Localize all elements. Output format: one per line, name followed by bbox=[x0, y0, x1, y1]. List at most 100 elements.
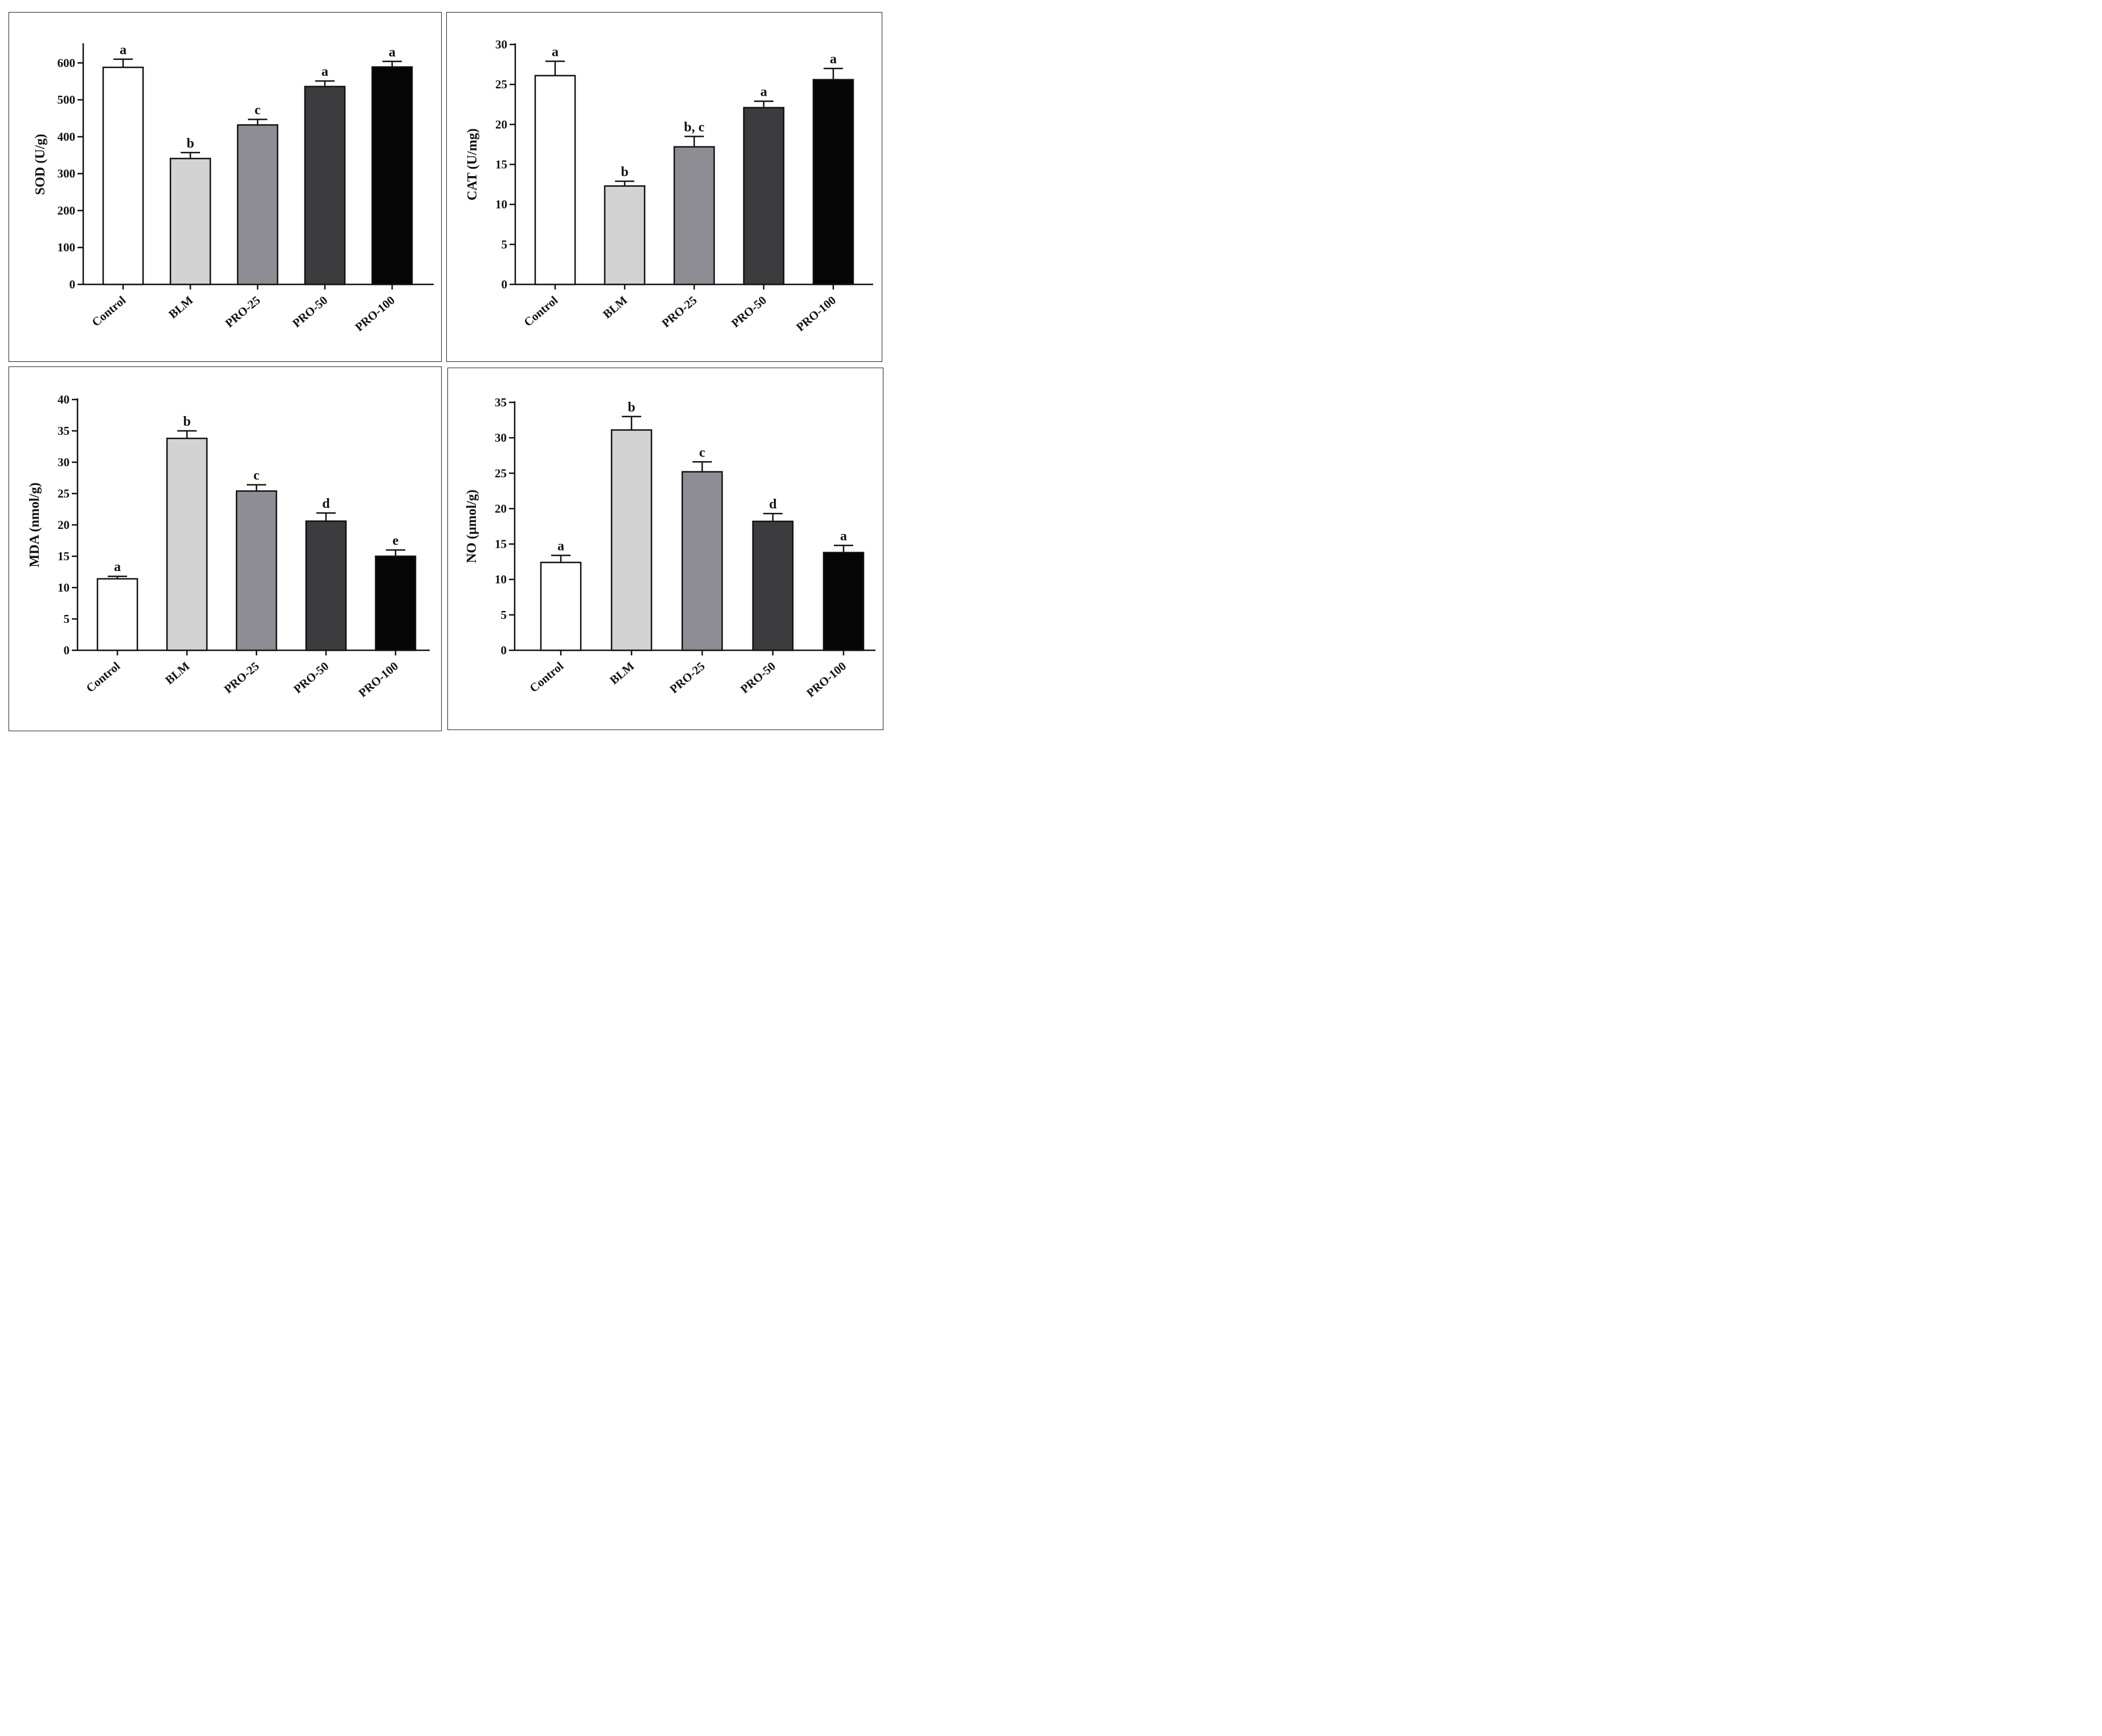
no-chart-panel: 0 5 10 15 20 25 30 35 NO (μmol/g) a Control b BLM c PR… bbox=[447, 368, 883, 730]
sod-category-label: BLM bbox=[166, 293, 195, 321]
no-significance-label: a bbox=[840, 529, 847, 544]
no-y-tick-label: 5 bbox=[501, 608, 507, 622]
cat-y-tick-label: 15 bbox=[495, 158, 507, 172]
cat-category-label: Control bbox=[521, 293, 560, 329]
sod-category-label: PRO-100 bbox=[352, 293, 397, 334]
sod-y-tick-label: 300 bbox=[58, 167, 76, 181]
mda-significance-label: b bbox=[183, 414, 190, 429]
no-y-tick-label: 20 bbox=[495, 502, 507, 515]
sod-y-tick-label: 200 bbox=[58, 203, 76, 217]
sod-bar-pro-100 bbox=[371, 66, 413, 286]
sod-significance-label: b bbox=[186, 136, 194, 151]
no-category-label: PRO-25 bbox=[667, 659, 707, 696]
no-category-label: Control bbox=[527, 659, 566, 695]
cat-y-tick-label: 20 bbox=[495, 117, 507, 131]
mda-y-tick-label: 20 bbox=[58, 518, 70, 532]
cat-category-label: PRO-25 bbox=[659, 293, 699, 330]
sod-bar-control bbox=[102, 66, 144, 286]
mda-category-label: PRO-25 bbox=[221, 659, 262, 696]
mda-bar-pro-50 bbox=[305, 520, 347, 651]
sod-significance-label: a bbox=[389, 45, 396, 60]
sod-chart: 0 100 200 300 400 500 600 SOD (U/g) a Control b BLM… bbox=[33, 43, 434, 334]
no-y-tick-label: 15 bbox=[495, 537, 507, 551]
mda-chart-panel: 0 5 10 15 20 25 30 35 40 MDA (nmol/g) a Control b BLM… bbox=[9, 366, 442, 731]
sod-bar-blm bbox=[169, 157, 211, 286]
cat-y-tick-label: 10 bbox=[495, 198, 507, 211]
mda-category-label: BLM bbox=[162, 659, 192, 687]
cat-bar-pro-25 bbox=[673, 146, 715, 286]
sod-y-tick-label: 600 bbox=[58, 56, 76, 70]
no-y-axis-title: NO (μmol/g) bbox=[465, 490, 479, 563]
cat-chart: 0 5 10 15 20 25 30 CAT (U/mg) a Control b BLM b, c PR… bbox=[465, 38, 873, 334]
cat-category-label: BLM bbox=[600, 293, 630, 321]
cat-significance-label: a bbox=[760, 85, 767, 100]
cat-y-axis-title: CAT (U/mg) bbox=[465, 128, 480, 200]
sod-significance-label: c bbox=[255, 103, 261, 117]
mda-bar-pro-100 bbox=[374, 555, 417, 651]
no-y-tick-label: 10 bbox=[495, 573, 507, 586]
mda-chart: 0 5 10 15 20 25 30 35 40 MDA (nmol/g) a Control b BLM… bbox=[27, 393, 430, 700]
no-category-label: BLM bbox=[607, 659, 637, 687]
mda-y-tick-label: 10 bbox=[58, 581, 70, 594]
no-bar-pro-100 bbox=[822, 552, 865, 651]
mda-bar-blm bbox=[166, 437, 208, 651]
mda-y-tick-label: 25 bbox=[58, 487, 70, 500]
no-y-tick-label: 25 bbox=[495, 466, 507, 480]
no-chart: 0 5 10 15 20 25 30 35 NO (μmol/g) a Control b BLM c PR… bbox=[465, 396, 875, 700]
sod-y-axis-title: SOD (U/g) bbox=[33, 134, 48, 195]
mda-significance-label: d bbox=[322, 496, 330, 511]
mda-bar-control bbox=[96, 578, 138, 651]
cat-y-tick-label: 25 bbox=[495, 78, 507, 91]
cat-y-tick-label: 0 bbox=[502, 278, 508, 291]
sod-category-label: PRO-25 bbox=[222, 293, 263, 330]
sod-y-tick-label: 0 bbox=[70, 278, 76, 291]
sod-y-tick-label: 500 bbox=[58, 93, 76, 107]
cat-significance-label: a bbox=[830, 52, 837, 67]
mda-y-axis-title: MDA (nmol/g) bbox=[27, 483, 42, 568]
mda-category-label: Control bbox=[83, 659, 123, 695]
cat-significance-label: b bbox=[621, 165, 628, 180]
sod-category-label: Control bbox=[89, 293, 128, 329]
mda-significance-label: a bbox=[114, 560, 121, 574]
no-bar-pro-50 bbox=[752, 520, 794, 651]
mda-y-tick-label: 0 bbox=[64, 643, 70, 657]
no-category-label: PRO-100 bbox=[804, 659, 849, 700]
no-category-label: PRO-50 bbox=[738, 659, 778, 696]
no-y-tick-label: 0 bbox=[501, 643, 507, 657]
no-y-tick-label: 35 bbox=[495, 396, 507, 409]
cat-bar-blm bbox=[604, 185, 646, 286]
cat-chart-panel: 0 5 10 15 20 25 30 CAT (U/mg) a Control b BLM b, c PR… bbox=[446, 12, 882, 362]
cat-y-tick-label: 30 bbox=[495, 38, 507, 51]
mda-y-tick-label: 35 bbox=[58, 424, 70, 438]
sod-y-tick-label: 400 bbox=[58, 130, 76, 144]
sod-chart-panel: 0 100 200 300 400 500 600 SOD (U/g) a Control b BLM… bbox=[9, 12, 442, 362]
cat-category-label: PRO-100 bbox=[793, 293, 838, 334]
no-significance-label: a bbox=[557, 539, 564, 553]
sod-bar-pro-25 bbox=[237, 124, 279, 286]
no-significance-label: b bbox=[628, 400, 635, 415]
cat-bar-pro-100 bbox=[812, 79, 854, 286]
mda-y-tick-label: 30 bbox=[58, 455, 70, 469]
cat-significance-label: b, c bbox=[684, 120, 704, 135]
sod-category-label: PRO-50 bbox=[290, 293, 330, 330]
sod-y-tick-label: 100 bbox=[58, 241, 76, 254]
mda-y-tick-label: 40 bbox=[58, 393, 70, 406]
mda-y-tick-label: 5 bbox=[64, 612, 70, 626]
sod-significance-label: a bbox=[321, 64, 328, 79]
no-y-tick-label: 30 bbox=[495, 431, 507, 445]
cat-y-tick-label: 5 bbox=[502, 238, 508, 251]
no-significance-label: d bbox=[769, 497, 777, 512]
mda-category-label: PRO-50 bbox=[291, 659, 331, 696]
no-significance-label: c bbox=[699, 445, 706, 460]
no-bar-pro-25 bbox=[681, 471, 723, 651]
mda-significance-label: e bbox=[393, 533, 399, 548]
sod-significance-label: a bbox=[120, 43, 127, 58]
cat-significance-label: a bbox=[552, 44, 559, 59]
cat-category-label: PRO-50 bbox=[728, 293, 769, 330]
mda-significance-label: c bbox=[254, 468, 260, 483]
cat-bar-pro-50 bbox=[743, 107, 785, 286]
no-bar-control bbox=[540, 561, 582, 651]
mda-bar-pro-25 bbox=[235, 490, 278, 651]
mda-category-label: PRO-100 bbox=[356, 659, 401, 700]
no-bar-blm bbox=[610, 429, 653, 651]
